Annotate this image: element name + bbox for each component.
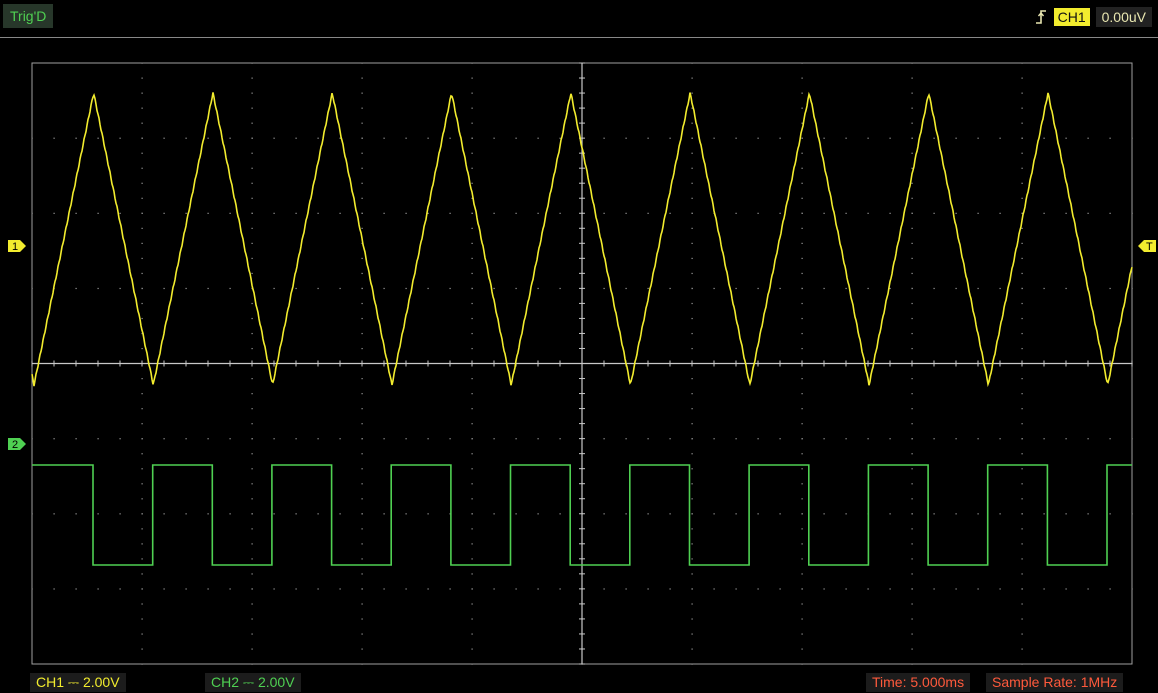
- trigger-status: Trig'D: [3, 4, 54, 28]
- top-divider: [0, 37, 1158, 38]
- ch1-scale-readout[interactable]: CH1 ⎓ 2.00V: [30, 673, 126, 692]
- trigger-level-marker[interactable]: T: [1138, 240, 1156, 253]
- rising-edge-icon: [1035, 10, 1046, 24]
- ch1-marker-label: 1: [12, 241, 18, 253]
- ch2-marker-label: 2: [12, 439, 18, 451]
- sample-rate-readout: Sample Rate: 1MHz: [986, 673, 1124, 692]
- ch2-scale-readout[interactable]: CH2 ⎓ 2.00V: [205, 673, 301, 692]
- ch1-marker[interactable]: 1: [8, 240, 26, 253]
- trigger-channel-badge[interactable]: CH1: [1053, 8, 1090, 26]
- bottom-status-bar: CH1 ⎓ 2.00V CH2 ⎓ 2.00V Time: 5.000ms Sa…: [0, 672, 1158, 693]
- ch1-waveform: [31, 91, 1133, 388]
- ch2-marker[interactable]: 2: [8, 438, 26, 451]
- center-axes: [31, 62, 1133, 665]
- top-status-bar: Trig'D CH1 0.00uV: [0, 0, 1158, 38]
- timebase-readout[interactable]: Time: 5.000ms: [866, 673, 971, 692]
- ch2-waveform: [32, 464, 1132, 566]
- trigger-info: CH1 0.00uV: [1034, 6, 1152, 28]
- trigger-marker-label: T: [1146, 241, 1153, 253]
- trigger-level: 0.00uV: [1095, 7, 1152, 27]
